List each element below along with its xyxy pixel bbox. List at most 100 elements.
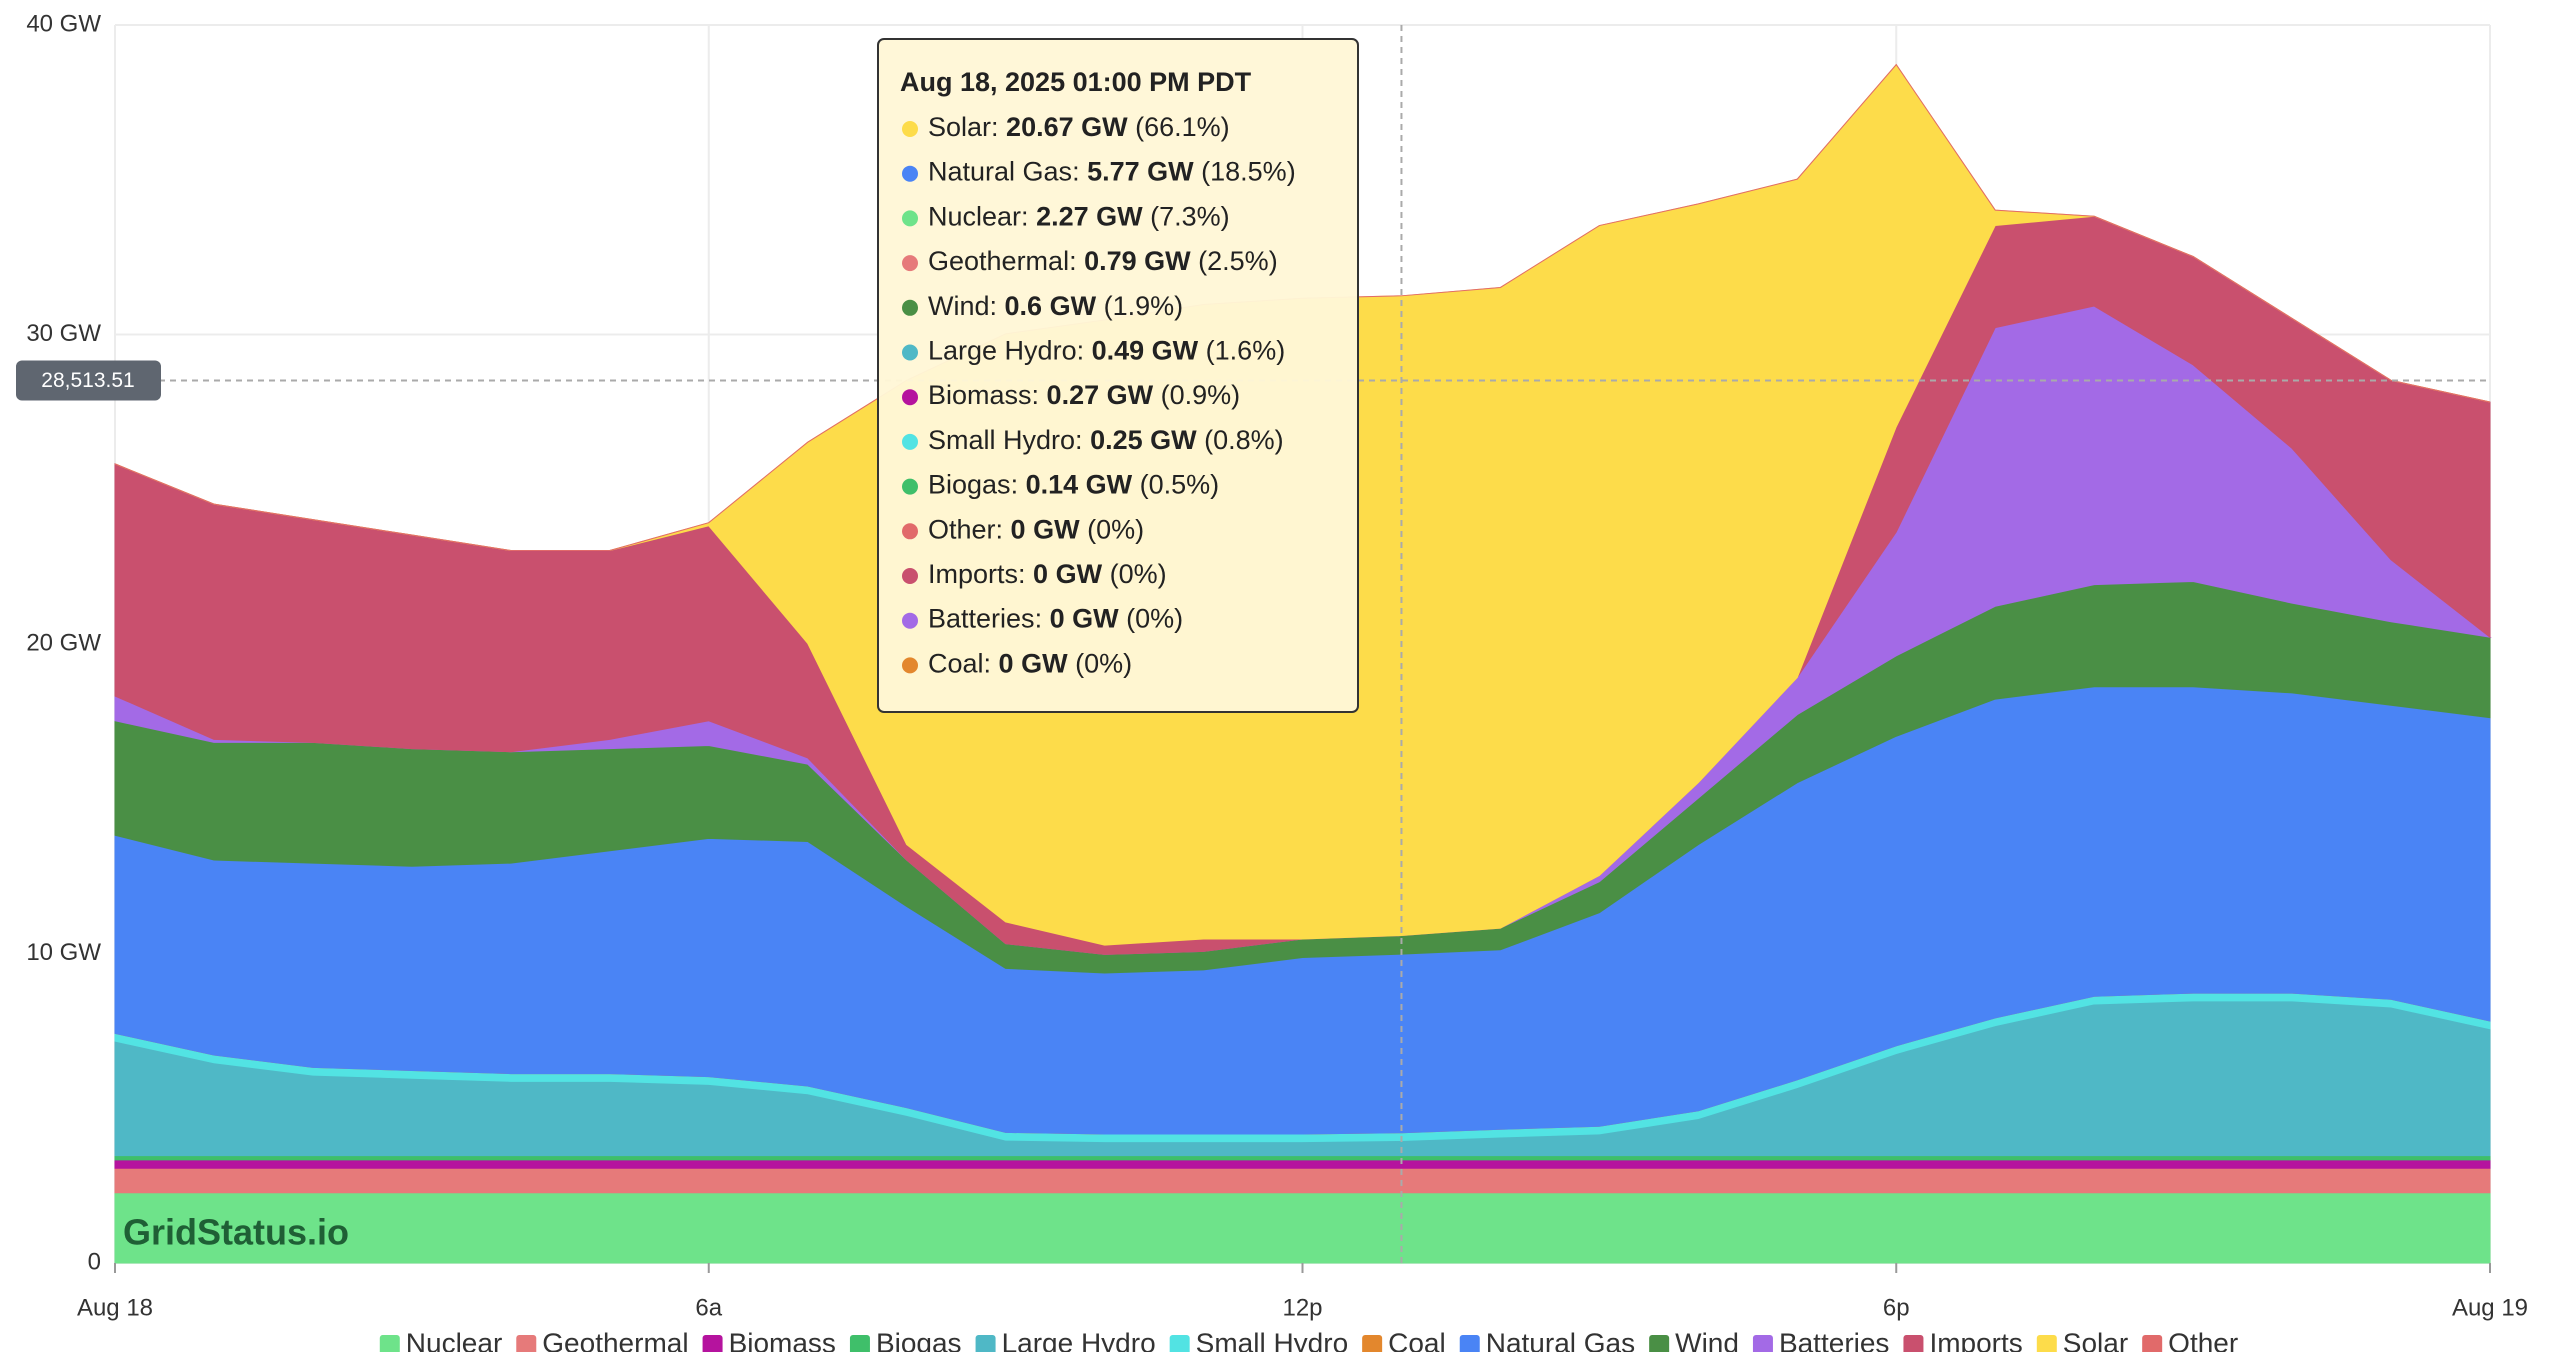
tooltip-item: Natural Gas: 5.77 GW (18.5%) xyxy=(928,157,1296,187)
legend-label: Wind xyxy=(1675,1327,1739,1352)
tooltip-text xyxy=(1153,380,1161,410)
tooltip-item: Other: 0 GW (0%) xyxy=(928,514,1144,544)
tooltip-text: Biogas xyxy=(928,470,1011,500)
tooltip-item: Solar: 20.67 GW (66.1%) xyxy=(928,112,1230,142)
legend-label: Geothermal xyxy=(542,1327,688,1352)
tooltip-item: Wind: 0.6 GW (1.9%) xyxy=(928,291,1183,321)
x-tick-label: 6p xyxy=(1883,1294,1910,1321)
legend-swatch xyxy=(1169,1335,1190,1352)
area xyxy=(114,1192,2491,1264)
tooltip-text: : xyxy=(991,112,1006,142)
tooltip-text: Nuclear xyxy=(928,202,1021,232)
tooltip-text: (18.5%) xyxy=(1201,157,1296,187)
legend-swatch xyxy=(702,1335,723,1352)
tooltip-item: Nuclear: 2.27 GW (7.3%) xyxy=(928,202,1230,232)
tooltip-text: (0%) xyxy=(1110,559,1167,589)
legend-swatch xyxy=(1459,1335,1480,1352)
tooltip-item: Biomass: 0.27 GW (0.9%) xyxy=(928,380,1240,410)
watermark: GridStatus.io xyxy=(123,1212,349,1253)
legend-swatch xyxy=(2142,1335,2163,1352)
y-tick-label: 40 GW xyxy=(26,10,101,37)
legend-label: Nuclear xyxy=(406,1327,502,1352)
legend-label: Small Hydro xyxy=(1196,1327,1348,1352)
tooltip-text: Imports xyxy=(928,559,1018,589)
tooltip-text xyxy=(1197,425,1205,455)
tooltip-box xyxy=(877,38,1359,713)
tooltip-dot xyxy=(902,389,918,406)
crosshair-label-box xyxy=(16,360,161,401)
area xyxy=(114,1167,2491,1194)
tooltip-dot xyxy=(902,523,918,540)
tooltip-dot xyxy=(902,344,918,361)
tooltip-text: (0%) xyxy=(1087,514,1144,544)
tooltip-text: : xyxy=(1077,336,1092,366)
legend-swatch xyxy=(2036,1335,2057,1352)
tooltip-text: (1.9%) xyxy=(1104,291,1184,321)
legend-label: Coal xyxy=(1388,1327,1446,1352)
tooltip-text: 2.27 GW xyxy=(1036,202,1143,232)
tooltip-text: Other xyxy=(928,514,996,544)
tooltip-text xyxy=(1132,470,1140,500)
tooltip-text: (0.8%) xyxy=(1204,425,1284,455)
tooltip-text: Large Hydro xyxy=(928,336,1077,366)
tooltip-text xyxy=(1068,649,1076,679)
y-tick-label: 10 GW xyxy=(26,939,101,966)
legend-label: Other xyxy=(2168,1327,2238,1352)
tooltip-text: Natural Gas xyxy=(928,157,1072,187)
tooltip-text: : xyxy=(1035,604,1050,634)
tooltip-text: 0 GW xyxy=(1033,559,1103,589)
legend-label: Biomass xyxy=(729,1327,836,1352)
tooltip-text: 0.14 GW xyxy=(1026,470,1133,500)
tooltip-text: Coal xyxy=(928,649,984,679)
legend-label: Natural Gas xyxy=(1486,1327,1635,1352)
tooltip-dot xyxy=(902,612,918,629)
tooltip-text: : xyxy=(1032,380,1047,410)
area xyxy=(114,1159,2491,1169)
tooltip-text: (2.5%) xyxy=(1198,246,1278,276)
x-tick-label: 6a xyxy=(695,1294,722,1321)
tooltip-text: : xyxy=(1021,202,1036,232)
legend-swatch xyxy=(1649,1335,1670,1352)
legend-swatch xyxy=(516,1335,537,1352)
tooltip-text xyxy=(1128,112,1136,142)
tooltip-text: 0.6 GW xyxy=(1005,291,1097,321)
tooltip-text xyxy=(1080,514,1088,544)
tooltip-text: (7.3%) xyxy=(1150,202,1230,232)
axes: 0 10 GW 20 GW 30 GW 40 GW Aug 18 6a 12p 6p Aug 19 xyxy=(26,10,2528,1321)
tooltip-text: 0.25 GW xyxy=(1090,425,1197,455)
tooltip-item: Imports: 0 GW (0%) xyxy=(928,559,1167,589)
tooltip-text xyxy=(1119,604,1127,634)
y-tick-label: 20 GW xyxy=(26,629,101,656)
tooltip-text xyxy=(1194,157,1202,187)
overlay: GridStatus.io 28,513.51 Aug 18, 2025 01:00… xyxy=(16,25,2490,1263)
tooltip-text: : xyxy=(996,514,1011,544)
tooltip-text xyxy=(1102,559,1110,589)
legend-swatch xyxy=(1362,1335,1383,1352)
tooltip-text: 5.77 GW xyxy=(1087,157,1194,187)
tooltip-text xyxy=(1096,291,1104,321)
tooltip-item: Coal: 0 GW (0%) xyxy=(928,649,1132,679)
legend-label: Large Hydro xyxy=(1002,1327,1156,1352)
tooltip-item: Batteries: 0 GW (0%) xyxy=(928,604,1183,634)
tooltip-dot xyxy=(902,299,918,316)
tooltip-text: Biomass xyxy=(928,380,1032,410)
tooltip-text: (0.9%) xyxy=(1161,380,1241,410)
legend-swatch xyxy=(975,1335,996,1352)
tooltip-text: Geothermal xyxy=(928,246,1069,276)
x-tick-label: Aug 19 xyxy=(2452,1294,2528,1321)
tooltip-text: (1.6%) xyxy=(1206,336,1286,366)
tooltip-item: Geothermal: 0.79 GW (2.5%) xyxy=(928,246,1278,276)
tooltip-dot xyxy=(902,568,918,584)
legend-swatch xyxy=(1903,1335,1924,1352)
legend-swatch xyxy=(1752,1335,1773,1352)
legend-swatch xyxy=(849,1335,870,1352)
tooltip-text: Batteries xyxy=(928,604,1035,634)
tooltip-dot xyxy=(902,121,918,137)
x-tick-label: Aug 18 xyxy=(77,1294,153,1321)
tooltip-text: 0.79 GW xyxy=(1084,246,1191,276)
tooltip-text: : xyxy=(1018,559,1033,589)
tooltip-text: 0 GW xyxy=(1011,514,1081,544)
legend: Nuclear Geothermal Biomass Biogas Large Hydr… xyxy=(379,1327,2238,1352)
tooltip-text: 0 GW xyxy=(999,649,1069,679)
